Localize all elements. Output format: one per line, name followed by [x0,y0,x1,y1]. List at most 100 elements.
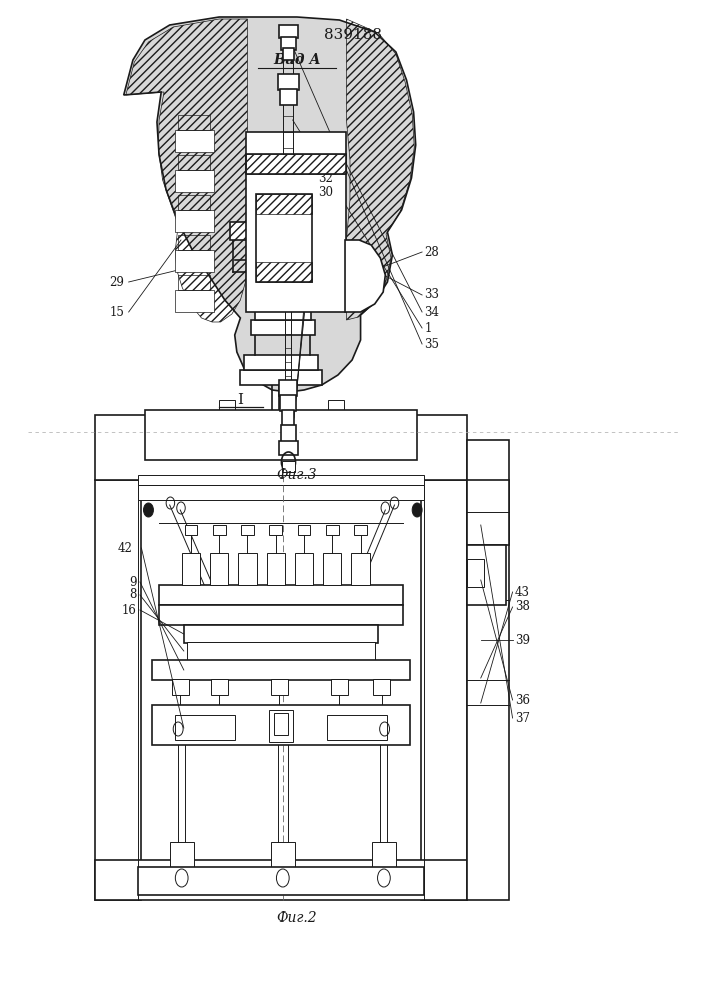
Text: 39: 39 [515,634,530,647]
Bar [295,553,313,585]
Text: 36: 36 [515,694,530,706]
Bar [238,553,257,585]
Text: 9: 9 [129,576,136,588]
Bar [279,25,298,38]
Text: 8: 8 [129,588,136,601]
Bar [178,155,210,170]
Bar [175,290,214,312]
Bar [336,430,344,442]
Text: 16: 16 [122,603,136,616]
Bar [256,194,312,282]
Bar [251,320,315,335]
Bar [263,410,274,422]
Bar [152,705,410,745]
Bar [351,553,370,585]
Bar [210,553,228,585]
Bar [95,480,141,900]
Bar [467,480,509,545]
Bar [327,715,387,740]
Bar [304,421,311,434]
Bar [269,710,293,742]
Bar [274,708,285,718]
Bar [373,679,390,695]
Bar [152,660,410,680]
Bar [328,400,344,430]
Bar [282,410,294,426]
Bar [95,860,467,900]
Bar [182,553,200,585]
Bar [178,235,210,250]
Bar [271,842,295,870]
Text: 15: 15 [110,306,124,318]
Bar [284,410,296,422]
Text: 31: 31 [318,155,333,168]
Bar [175,715,235,740]
Bar [175,250,214,272]
Circle shape [144,503,153,517]
Text: 1: 1 [424,322,431,334]
Bar [255,308,311,320]
Bar [267,553,285,585]
Bar [219,400,235,430]
Bar [178,275,210,290]
Bar [246,154,346,174]
Bar [334,708,345,718]
Bar [421,480,467,900]
Bar [184,625,378,643]
Bar [265,421,272,434]
Bar [331,679,348,695]
Text: 42: 42 [118,542,133,554]
Bar [213,525,226,535]
Bar [282,461,295,472]
Bar [354,525,367,535]
Bar [159,585,403,605]
Bar [274,713,288,735]
Bar [178,195,210,210]
Bar [187,642,375,660]
Text: 33: 33 [424,288,439,302]
Bar [271,679,288,695]
Text: Фиг.2: Фиг.2 [276,911,317,925]
Bar [138,867,424,895]
Text: 32: 32 [318,172,333,184]
Text: 28: 28 [424,245,439,258]
Bar [283,48,294,60]
Bar [322,421,329,434]
Bar [279,380,297,396]
Bar [145,410,417,460]
Bar [269,525,282,535]
PathPatch shape [124,17,416,392]
Bar [95,415,467,480]
Bar [286,421,293,434]
PathPatch shape [345,240,385,312]
Bar [246,132,346,312]
Circle shape [412,503,422,517]
Text: 38: 38 [515,600,530,613]
Text: 30: 30 [318,186,333,198]
Text: I: I [238,393,243,407]
Bar [376,708,387,718]
Text: 29: 29 [110,275,124,288]
Bar [320,410,331,422]
Text: Фиг.3: Фиг.3 [276,468,317,482]
Bar [211,679,228,695]
Bar [175,130,214,152]
Bar [244,421,251,434]
Bar [175,170,214,192]
Bar [138,485,424,500]
Bar [175,708,186,718]
Bar [242,410,253,422]
Bar [281,37,296,50]
Bar [138,475,424,485]
Bar [278,74,299,90]
Bar [230,222,322,240]
Bar [241,525,254,535]
Bar [240,370,322,385]
Bar [214,708,225,718]
Bar [255,283,311,295]
Bar [326,525,339,535]
Bar [279,441,298,455]
Text: 839188: 839188 [325,28,382,42]
Bar [172,679,189,695]
Bar [178,115,210,130]
